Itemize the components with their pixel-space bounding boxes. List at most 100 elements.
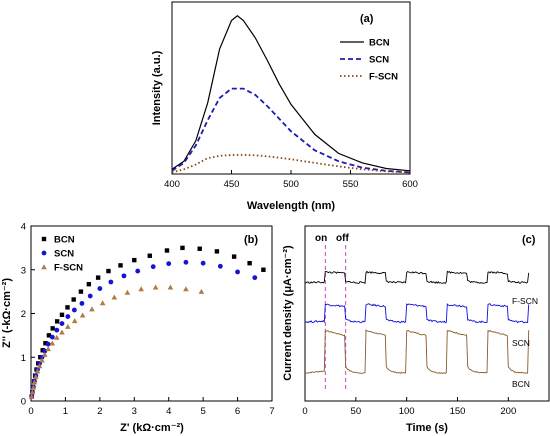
panel-c-off-label: off [336, 233, 349, 244]
panel-b-y-axis-title: Z'' (-kΩ·cm⁻²) [1, 278, 13, 348]
panel-a-legend-label: BCN [369, 38, 390, 49]
panel-b-point-scn [54, 327, 60, 333]
panel-b-x-tick-label: 0 [28, 406, 33, 417]
panel-b-x-tick-label: 1 [63, 406, 68, 417]
panel-c-x-tick-label: 100 [399, 406, 415, 417]
panel-b-x-tick-label: 6 [235, 406, 240, 417]
panel-b-point-scn [87, 293, 93, 299]
panel-b-point-bcn [132, 257, 137, 263]
panel-c-curve-label: SCN [512, 338, 530, 348]
panel-b-x-tick-label: 5 [200, 406, 205, 417]
panel-b-y-tick-label: 0 [21, 397, 26, 408]
panel-c-curve-label: BCN [512, 379, 530, 389]
panel-a-x-tick-label: 500 [283, 179, 299, 190]
panel-b-point-scn [135, 268, 141, 274]
panel-b-point-bcn [261, 267, 266, 272]
panel-b-point-f-scn [30, 384, 37, 390]
panel-b-x-axis-title: Z' (kΩ·cm⁻²) [120, 422, 184, 434]
panel-b-legend-label: SCN [54, 249, 74, 260]
panel-b-point-scn [65, 314, 71, 319]
panel-b-point-bcn [86, 281, 92, 287]
panel-b-point-bcn [43, 341, 48, 346]
panel-b-point-bcn [164, 248, 170, 253]
panel-b-point-bcn [147, 253, 152, 258]
panel-b-point-scn [49, 334, 55, 340]
panel-b-legend: BCN SCN F-SCN [41, 235, 83, 274]
panel-c-x-tick-label: 150 [450, 406, 466, 417]
panel-a-y-axis-title: Intensity (a.u.) [151, 50, 163, 125]
panel-b-point-f-scn [138, 286, 144, 292]
panel-a-series-f-scn [171, 154, 411, 174]
panel-c-series-scn [304, 303, 530, 324]
panel-a-x-tick-label: 450 [224, 179, 240, 190]
panel-b-point-f-scn [41, 351, 48, 357]
panel-b-point-bcn [197, 246, 202, 251]
panel-a-series-scn [171, 87, 411, 174]
panel-c-curve-label: F-SCN [512, 296, 538, 306]
panel-b-point-f-scn [198, 288, 205, 294]
panel-b-point-f-scn [39, 357, 45, 363]
panel-a-pl-spectrum: 400 450 500 550 600 (a) BCN SCN F-SCN Waveleng… [151, 1, 418, 212]
panel-b-point-bcn [50, 326, 55, 331]
panel-b-point-bcn [180, 245, 185, 251]
panel-c-photocurrent: 0 50 100 150 200 F-SCN SCN BCN (c) on off Time… [282, 225, 550, 434]
panel-a-x-ticks: 400 450 500 550 600 [164, 170, 418, 190]
panel-b-point-bcn [78, 289, 84, 294]
panel-a-label: (a) [360, 13, 374, 25]
panel-b-label: (b) [244, 234, 258, 246]
panel-b-point-bcn [59, 312, 65, 318]
panel-b-x-tick-label: 3 [132, 406, 137, 417]
panel-b-point-f-scn [124, 289, 131, 295]
panel-b-point-f-scn [36, 363, 43, 369]
panel-c-curves: F-SCN SCN BCN [304, 270, 538, 389]
panel-c-y-axis-title: Current density (μA·cm⁻²) [282, 245, 294, 381]
panel-b-point-f-scn [65, 323, 71, 329]
panel-b-point-scn [166, 261, 172, 267]
panel-b-point-f-scn [167, 284, 174, 290]
panel-c-on-label: on [315, 233, 327, 244]
panel-b-point-scn [59, 321, 65, 326]
panel-b-point-bcn [247, 260, 252, 266]
panel-b-point-f-scn [79, 312, 86, 318]
panel-b-point-scn [200, 260, 206, 266]
panel-b-point-scn [235, 269, 240, 275]
panel-b-point-f-scn [33, 374, 39, 380]
panel-b-point-bcn [71, 297, 76, 302]
panel-b-point-f-scn [28, 393, 35, 399]
panel-a-legend-label: SCN [369, 55, 389, 66]
panel-b-point-scn [42, 348, 48, 354]
panel-a-x-tick-label: 600 [402, 179, 418, 190]
panel-b-point-f-scn [34, 368, 41, 374]
panel-c-x-axis-title: Time (s) [406, 422, 448, 434]
panel-b-y-tick-label: 2 [21, 309, 26, 320]
panel-a-x-tick-label: 550 [343, 179, 359, 190]
panel-c-frame [304, 225, 550, 402]
panel-b-point-f-scn [45, 346, 52, 352]
panel-b-point-f-scn [29, 389, 36, 395]
panel-b-x-tick-label: 2 [97, 406, 102, 417]
panel-b-point-bcn [95, 275, 101, 280]
panel-a-x-axis-title: Wavelength (nm) [247, 200, 336, 212]
panel-b-point-f-scn [31, 379, 38, 385]
panel-a-legend: BCN SCN F-SCN [340, 38, 398, 83]
panel-b-point-f-scn [183, 286, 189, 292]
panel-b-y-tick-label: 3 [21, 265, 26, 276]
panel-b-point-scn [121, 273, 127, 279]
panel-b-point-scn [71, 307, 77, 313]
panel-b-nyquist: 0 1 2 3 4 5 6 7 0 1 2 3 4 (b) BCN SCN F-SCN Z' (kΩ·cm⁻… [1, 222, 275, 435]
panel-b-point-bcn [214, 249, 220, 254]
panel-b-point-scn [79, 301, 85, 306]
panel-b-legend-label: BCN [54, 235, 75, 246]
panel-b-point-bcn [231, 254, 237, 259]
panel-b-point-scn [45, 341, 51, 347]
panel-a-frame [171, 1, 411, 175]
panel-b-legend-marker [41, 236, 47, 242]
panel-b-point-scn [150, 264, 156, 270]
panel-b-point-f-scn [152, 284, 159, 290]
panel-a-x-tick-label: 400 [164, 179, 180, 190]
panel-b-point-scn [108, 279, 114, 285]
panel-c-x-tick-label: 200 [500, 406, 516, 417]
panel-c-x-tick-label: 0 [302, 406, 307, 417]
panel-c-series-f-scn [304, 329, 530, 375]
